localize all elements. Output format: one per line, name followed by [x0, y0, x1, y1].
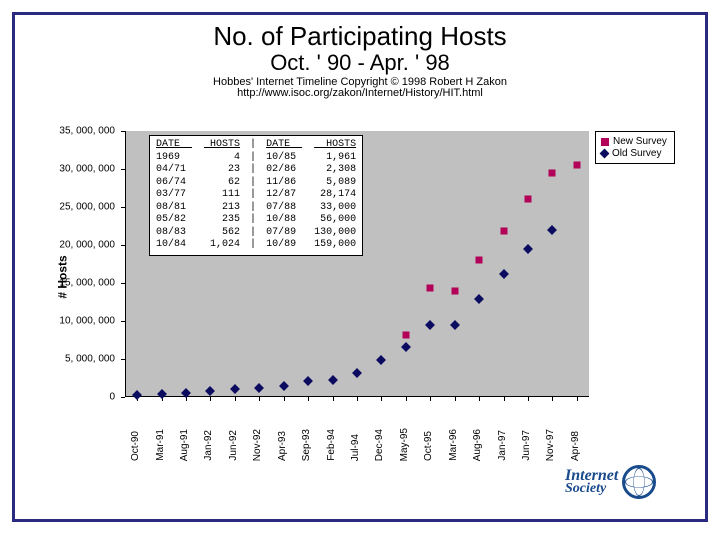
data-point [157, 389, 167, 399]
x-tick-label: Apr-98 [570, 431, 584, 461]
data-point [427, 284, 434, 291]
globe-icon [622, 465, 656, 499]
y-tick-label: 10, 000, 000 [41, 316, 115, 327]
data-point [500, 228, 507, 235]
x-tick-label: Sep-93 [301, 429, 315, 461]
y-tick-label: 35, 000, 000 [41, 126, 115, 137]
chart-area: # Hosts 05, 000, 00010, 000, 00015, 000,… [41, 91, 679, 463]
x-tick-label: Jan-97 [497, 430, 511, 461]
chart-title-line2: Oct. ' 90 - Apr. ' 98 [15, 50, 705, 76]
logo-line2: Society [565, 483, 618, 496]
x-tick-label: Mar-91 [155, 429, 169, 461]
y-tick-labels: 05, 000, 00010, 000, 00015, 000, 00020, … [41, 131, 121, 397]
historical-data-table: DATE HOSTS 1969 4 04/71 23 06/74 62 03/7… [149, 135, 363, 256]
data-point [279, 381, 289, 391]
x-tick-labels: Oct-90 Mar-91 Aug-91 Jan-92 Jun-92 Nov-92 Apr-… [125, 399, 589, 463]
x-tick-label: Apr-93 [277, 431, 291, 461]
data-point [450, 320, 460, 330]
data-point [376, 355, 386, 365]
x-tick-label: Oct-90 [130, 431, 144, 461]
legend-item: Old Survey [601, 148, 669, 159]
data-point [547, 225, 557, 235]
x-tick-label: Aug-96 [472, 429, 486, 461]
data-point [181, 388, 191, 398]
data-point [549, 169, 556, 176]
legend-label: Old Survey [612, 148, 661, 159]
data-point [474, 294, 484, 304]
table-col-right: DATE HOSTS 10/85 1,961 02/86 2,308 11/86… [266, 139, 356, 252]
data-point [402, 331, 409, 338]
x-tick-label: May-95 [399, 428, 413, 461]
data-point [476, 257, 483, 264]
legend-label: New Survey [613, 136, 667, 147]
x-tick-label: Jun-97 [521, 430, 535, 461]
data-point [573, 162, 580, 169]
y-tick-label: 15, 000, 000 [41, 278, 115, 289]
data-point [206, 387, 216, 397]
y-tick-label: 0 [41, 392, 115, 403]
title-block: No. of Participating Hosts Oct. ' 90 - A… [15, 15, 705, 101]
data-point [524, 196, 531, 203]
y-tick-label: 20, 000, 000 [41, 240, 115, 251]
legend: New Survey Old Survey [595, 131, 675, 164]
square-icon [601, 138, 609, 146]
legend-item: New Survey [601, 136, 669, 147]
x-tick-label: Jun-92 [228, 430, 242, 461]
data-point [499, 269, 509, 279]
data-point [328, 375, 338, 385]
slide-frame: No. of Participating Hosts Oct. ' 90 - A… [12, 12, 708, 522]
x-tick-label: Feb-94 [326, 429, 340, 461]
y-tick-label: 5, 000, 000 [41, 354, 115, 365]
x-tick-label: Mar-96 [448, 429, 462, 461]
data-point [401, 342, 411, 352]
x-tick-label: Nov-92 [252, 429, 266, 461]
data-point [254, 383, 264, 393]
table-separator: | | | | | | | | | [250, 139, 256, 252]
y-tick-label: 30, 000, 000 [41, 164, 115, 175]
data-point [230, 385, 240, 395]
data-point [451, 287, 458, 294]
table-col-left: DATE HOSTS 1969 4 04/71 23 06/74 62 03/7… [156, 139, 240, 252]
diamond-icon [600, 149, 610, 159]
data-point [523, 244, 533, 254]
data-point [352, 368, 362, 378]
y-tick-label: 25, 000, 000 [41, 202, 115, 213]
x-tick-label: Nov-97 [545, 429, 559, 461]
x-tick-label: Aug-91 [179, 429, 193, 461]
x-tick-label: Jul-94 [350, 434, 364, 461]
data-point [303, 376, 313, 386]
x-tick-label: Dec-94 [374, 429, 388, 461]
data-point [425, 320, 435, 330]
x-tick-label: Oct-95 [423, 431, 437, 461]
x-tick-label: Jan-92 [203, 430, 217, 461]
internet-society-logo: Internet Society [565, 463, 675, 501]
chart-title-line1: No. of Participating Hosts [15, 21, 705, 52]
